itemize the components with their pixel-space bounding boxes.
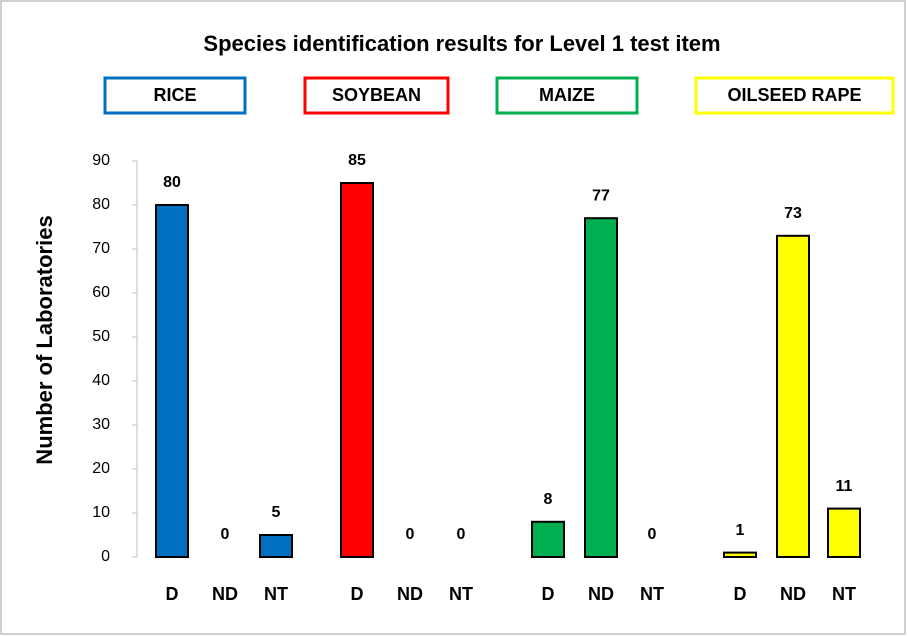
data-label: 8 — [544, 491, 553, 508]
x-tick-label: NT — [449, 584, 473, 604]
data-label: 0 — [406, 526, 415, 543]
data-label: 1 — [736, 522, 745, 539]
x-tick-label: ND — [780, 584, 806, 604]
x-tick-label: NT — [264, 584, 288, 604]
data-label: 73 — [784, 205, 802, 222]
y-tick-label: 20 — [92, 460, 110, 477]
y-tick-label: 70 — [92, 240, 110, 257]
bar — [723, 551, 757, 558]
data-label: 0 — [457, 526, 466, 543]
y-tick-label: 60 — [92, 284, 110, 301]
data-label: 85 — [348, 152, 366, 169]
x-tick-label: D — [351, 584, 364, 604]
x-tick-label: NT — [640, 584, 664, 604]
y-tick-label: 30 — [92, 416, 110, 433]
bar — [259, 534, 293, 558]
x-tick-label: ND — [212, 584, 238, 604]
bar — [827, 507, 861, 559]
data-label: 5 — [272, 504, 281, 521]
x-tick-label: D — [542, 584, 555, 604]
legend-box — [495, 76, 639, 115]
bar — [155, 204, 189, 558]
bar — [531, 520, 565, 558]
data-label: 11 — [836, 478, 853, 495]
bar — [584, 217, 618, 558]
chart-title: Species identification results for Level… — [203, 31, 720, 56]
x-tick-label: ND — [588, 584, 614, 604]
data-label: 0 — [221, 526, 230, 543]
x-tick-label: NT — [832, 584, 856, 604]
legend-label: RICE — [153, 85, 196, 105]
y-axis-label: Number of Laboratories — [32, 215, 57, 464]
y-tick-label: 80 — [92, 196, 110, 213]
data-label: 77 — [592, 187, 610, 204]
y-tick-label: 50 — [92, 328, 110, 345]
x-tick-label: D — [166, 584, 179, 604]
legend-box — [103, 76, 247, 115]
data-label: 0 — [648, 526, 657, 543]
x-tick-label: ND — [397, 584, 423, 604]
data-label: 80 — [163, 174, 181, 191]
bar — [776, 234, 810, 559]
y-tick-label: 10 — [92, 504, 110, 521]
legend-box — [303, 76, 450, 115]
y-tick-label: 0 — [101, 548, 110, 565]
legend-label: MAIZE — [539, 85, 595, 105]
x-tick-label: D — [734, 584, 747, 604]
y-tick-label: 40 — [92, 372, 110, 389]
y-tick-label: 90 — [92, 152, 110, 169]
legend-label: OILSEED RAPE — [727, 85, 861, 105]
bar — [340, 182, 374, 558]
legend-box — [694, 76, 895, 115]
legend-label: SOYBEAN — [332, 85, 421, 105]
